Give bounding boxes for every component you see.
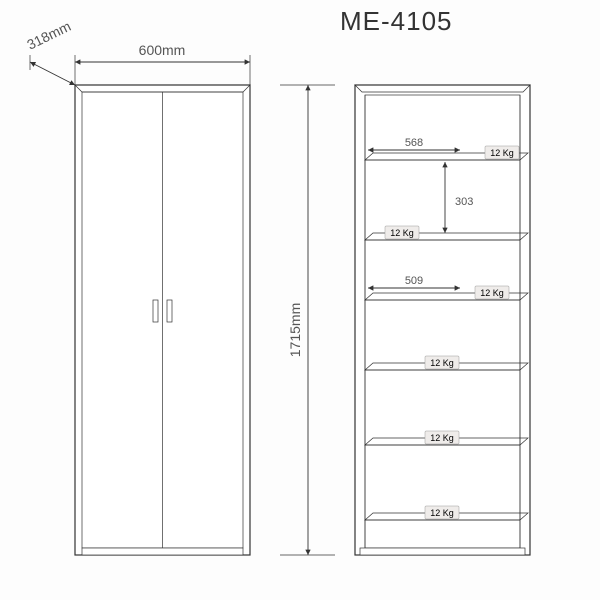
svg-text:12 Kg: 12 Kg (390, 228, 414, 238)
dim-depth: 318mm (24, 18, 75, 85)
weight-tag-3: 12 Kg (475, 286, 509, 299)
svg-text:12 Kg: 12 Kg (430, 433, 454, 443)
weight-tag-2: 12 Kg (385, 226, 419, 239)
dim-depth-text: 318mm (24, 18, 73, 53)
diagram-canvas: 600mm 318mm 1715mm 568 (0, 0, 600, 600)
dim-303-text: 303 (455, 196, 473, 208)
model-number: ME-4105 (340, 6, 453, 37)
svg-text:12 Kg: 12 Kg (430, 508, 454, 518)
svg-text:12 Kg: 12 Kg (480, 288, 504, 298)
weight-tag-1: 12 Kg (485, 146, 519, 159)
dim-509-text: 509 (405, 275, 423, 287)
dim-height-text: 1715mm (287, 303, 303, 357)
svg-text:12 Kg: 12 Kg (490, 148, 514, 158)
weight-tag-6: 12 Kg (425, 506, 459, 519)
svg-text:12 Kg: 12 Kg (430, 358, 454, 368)
weight-tag-5: 12 Kg (425, 431, 459, 444)
closed-cabinet (75, 85, 250, 555)
dim-568-text: 568 (405, 137, 423, 149)
dim-width: 600mm (75, 42, 250, 85)
weight-tag-4: 12 Kg (425, 356, 459, 369)
dim-width-text: 600mm (139, 42, 186, 58)
dim-height: 1715mm (280, 85, 335, 555)
